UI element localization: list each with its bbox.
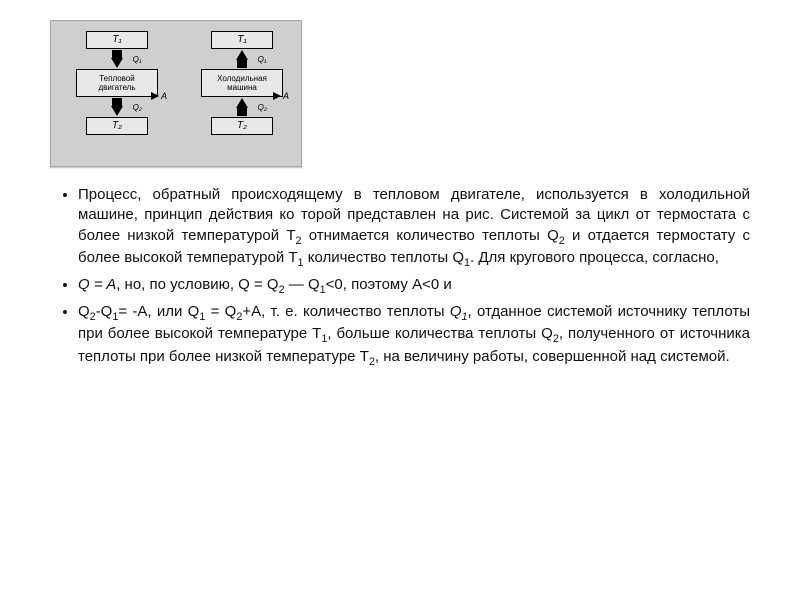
heat-engine-work-label: A [161,91,167,101]
fridge-column: T₁ Q₁ Холодильная машина Q₂ T₂ [186,31,298,135]
fridge-q1-arrow: Q₁ [186,49,298,69]
heat-engine-q1-label: Q₁ [133,55,142,64]
fridge-work-arrow: A [273,91,289,101]
heat-engine-hot-box: T₁ [86,31,148,49]
bullet-2: Q = A, но, по условию, Q = Q2 — Q1<0, по… [78,275,750,298]
fridge-q2-label: Q₂ [258,103,267,112]
heat-engine-q1-arrow: Q₁ [61,49,173,69]
heat-engine-cold-box: T₂ [86,117,148,135]
fridge-q1-label: Q₁ [258,55,267,64]
fridge-work-label: A [283,91,289,101]
bullet-1: Процесс, обратный происходящему в теплов… [78,185,750,271]
thermo-diagram-figure: T₁ Q₁ Тепловой двигатель Q₂ T₂ A T₁ Q₁ Х… [50,20,302,167]
fridge-box: Холодильная машина [201,69,283,97]
fridge-cold-box: T₂ [211,117,273,135]
heat-engine-work-arrow: A [151,91,167,101]
bullet-3: Q2-Q1= -А, или Q1 = Q2+A, т. е. количест… [78,302,750,370]
fridge-hot-box: T₁ [211,31,273,49]
heat-engine-box: Тепловой двигатель [76,69,158,97]
heat-engine-column: T₁ Q₁ Тепловой двигатель Q₂ T₂ [61,31,173,135]
bullet-list: Процесс, обратный происходящему в теплов… [50,185,750,370]
heat-engine-q2-label: Q₂ [133,103,142,112]
